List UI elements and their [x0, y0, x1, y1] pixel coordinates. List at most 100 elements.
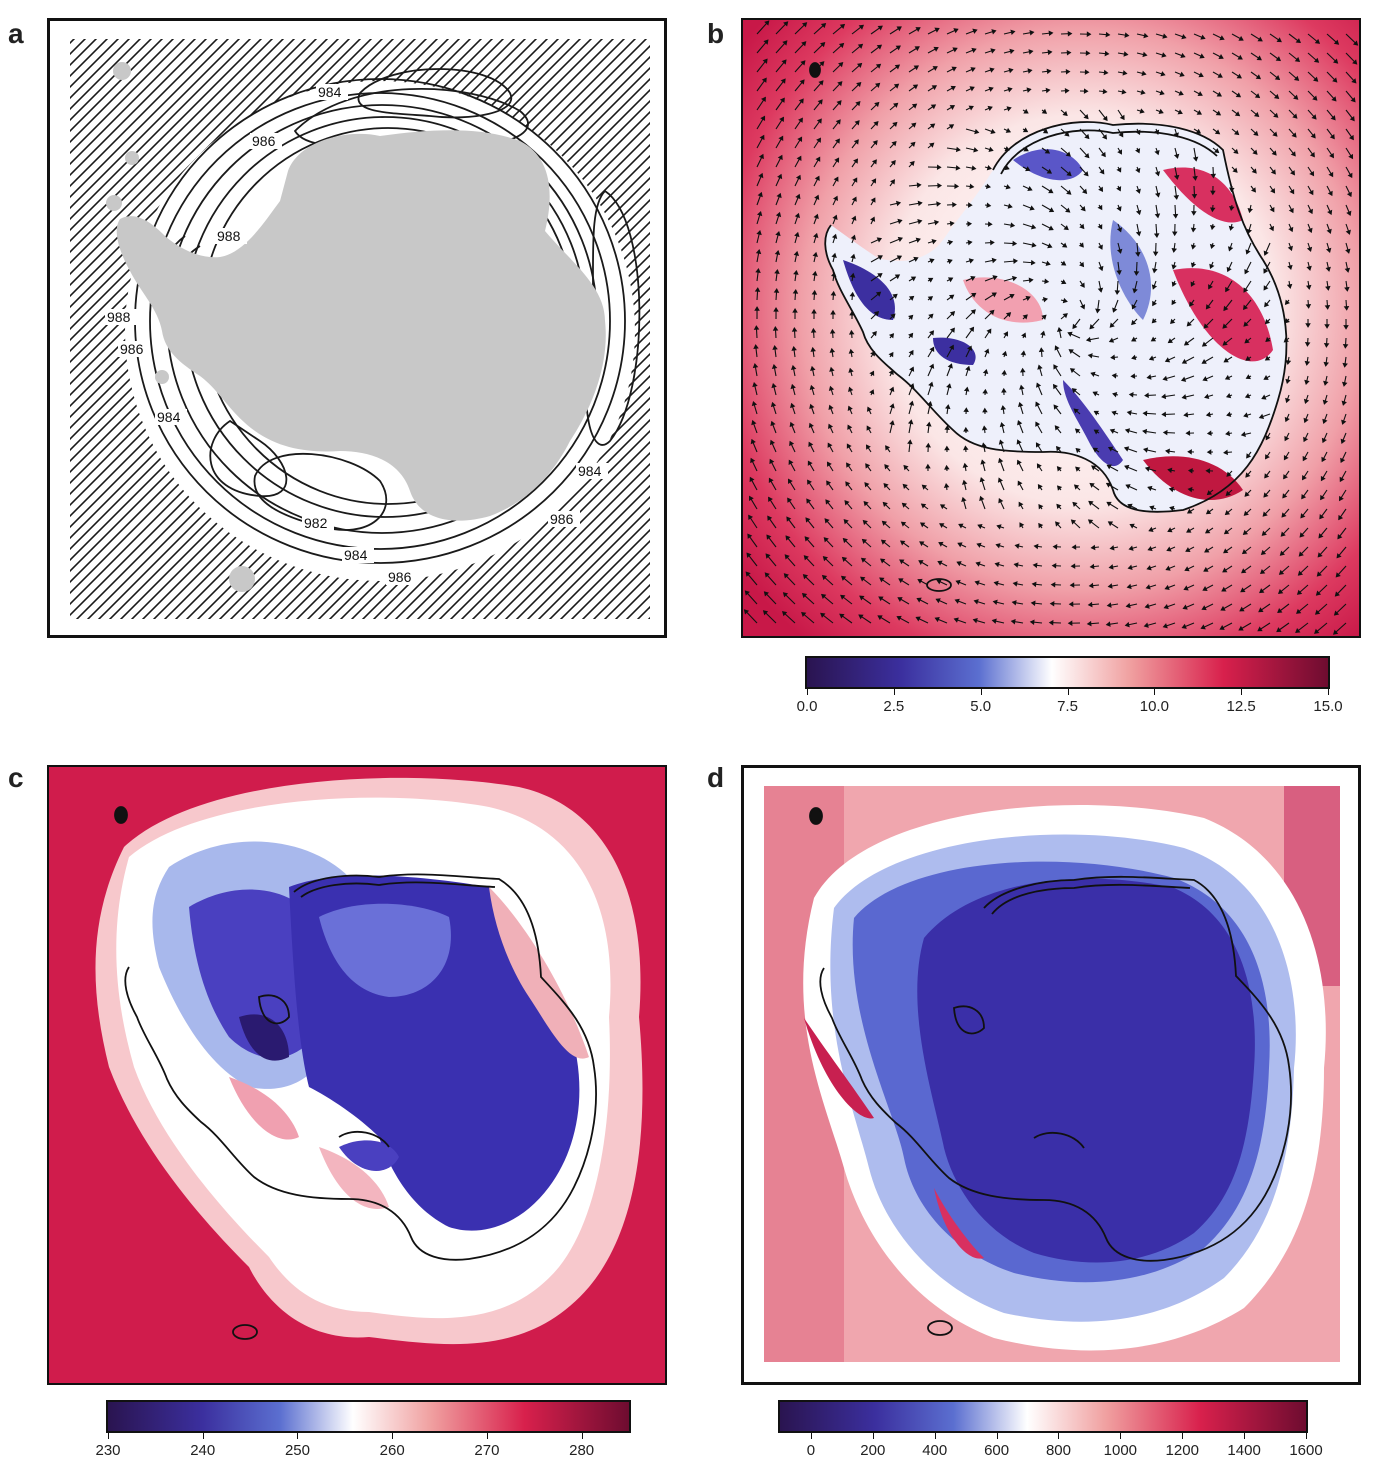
- wind-vector-head: [1263, 268, 1269, 274]
- wind-vector-head: [752, 382, 758, 388]
- wind-vector-head: [963, 445, 969, 451]
- wind-vectors: [743, 20, 1359, 635]
- wind-vector-head: [1185, 547, 1191, 552]
- wind-vector-head: [814, 175, 820, 181]
- wind-vector-head: [1304, 342, 1311, 347]
- wind-vector-head: [914, 46, 920, 52]
- wind-vector-head: [1321, 456, 1327, 463]
- wind-vector-head: [1307, 208, 1313, 215]
- wind-vector-head: [1112, 307, 1118, 313]
- wind-vector-head: [808, 441, 814, 447]
- wind-vector-head: [907, 419, 914, 425]
- wind-vector-head: [1031, 581, 1037, 588]
- wind-vector-head: [1263, 250, 1269, 256]
- wind-vector-head: [1093, 429, 1100, 435]
- wind-vector-head: [1018, 401, 1024, 408]
- wind-vector-head: [1341, 419, 1347, 425]
- colorbar-tick-mark: [1244, 1433, 1246, 1439]
- contour-label: 984: [318, 84, 342, 100]
- wind-vector-head: [826, 480, 832, 486]
- colorbar-tick-label: 260: [379, 1442, 405, 1459]
- wind-vector-head: [1161, 52, 1167, 58]
- wind-vector-head: [1129, 523, 1135, 529]
- wind-vector-head: [1348, 153, 1354, 160]
- wind-vector-head: [1053, 364, 1059, 370]
- wind-vector-head: [1323, 343, 1330, 348]
- contour-line: [471, 440, 650, 619]
- wind-vector-head: [1128, 391, 1134, 398]
- wind-vector-head: [988, 86, 994, 92]
- wind-vector-head: [1225, 490, 1231, 496]
- wind-vector-head: [1041, 108, 1048, 114]
- wind-vector-head: [896, 615, 902, 621]
- wind-vector-head: [1345, 229, 1351, 235]
- wind-vector-head: [1008, 67, 1014, 74]
- wind-vector-head: [1181, 33, 1187, 40]
- wind-vector-head: [875, 291, 882, 297]
- wind-vector-head: [1333, 610, 1340, 616]
- wind-vector-head: [908, 314, 914, 320]
- wind-vector-head: [866, 406, 872, 412]
- wind-vector-head: [856, 81, 862, 88]
- wind-vector-head: [782, 592, 789, 598]
- wind-vector-head: [805, 517, 811, 523]
- wind-vector-head: [965, 365, 971, 372]
- wind-vector-head: [974, 580, 980, 586]
- wind-vector-head: [800, 60, 806, 66]
- wind-vector-head: [926, 421, 932, 427]
- wind-vector-head: [1313, 57, 1320, 63]
- wind-vector-head: [863, 501, 869, 507]
- coastline: [809, 807, 1292, 1336]
- wind-vector-head: [1092, 391, 1098, 397]
- wind-vector-head: [755, 249, 762, 255]
- wind-vector-head: [979, 477, 985, 483]
- wind-vector-head: [1244, 491, 1250, 497]
- wind-vector-head: [1048, 188, 1054, 194]
- wind-vector-head: [1071, 388, 1078, 394]
- wind-vector-head: [1336, 553, 1342, 559]
- wind-vector-head: [1124, 621, 1130, 628]
- wind-vector-head: [1001, 350, 1008, 357]
- wind-vector-head: [1201, 605, 1207, 611]
- wind-vector-head: [849, 272, 856, 278]
- wind-vector-head: [894, 274, 901, 280]
- wind-vector-head: [1245, 472, 1251, 478]
- wind-vector-head: [1170, 318, 1176, 325]
- wind-vector-head: [1073, 484, 1080, 490]
- wind-vector-head: [1269, 225, 1275, 232]
- wind-vector-head: [844, 500, 850, 506]
- wind-vector-head: [1013, 258, 1018, 264]
- wind-vector-head: [1106, 501, 1112, 507]
- wind-vector-head: [760, 115, 766, 122]
- wind-vector-head: [948, 124, 955, 130]
- wind-vector-head: [786, 516, 792, 522]
- wind-vector-head: [1333, 39, 1340, 45]
- wind-vector-head: [1246, 453, 1252, 459]
- wind-vector-head: [1028, 49, 1034, 55]
- wind-vector-head: [1219, 35, 1225, 41]
- colorbar-tick-label: 280: [569, 1442, 595, 1459]
- wind-vector-head: [852, 177, 858, 183]
- wind-vector-head: [1061, 279, 1067, 285]
- wind-vector-head: [1303, 417, 1309, 424]
- wind-vector-head: [1171, 247, 1178, 253]
- wind-vector-head: [790, 364, 797, 370]
- wind-vector-head: [935, 598, 941, 604]
- wind-vector-head: [1288, 207, 1294, 214]
- colorbar-tick-label: 1400: [1227, 1442, 1261, 1459]
- wind-vector-head: [750, 438, 756, 445]
- wind-vector-head: [1238, 35, 1244, 41]
- colorbar-tick-label: 2.5: [883, 698, 905, 715]
- contour-line: [559, 528, 650, 619]
- wind-vector-head: [1241, 549, 1248, 555]
- wind-vector-head: [888, 369, 894, 376]
- wind-vector-head: [862, 519, 868, 526]
- wind-vector-head: [1245, 374, 1251, 380]
- wind-vector-head: [1108, 564, 1114, 570]
- wind-vector-head: [1032, 562, 1038, 569]
- wind-vector-head: [1243, 412, 1249, 418]
- wind-vector-head: [756, 210, 763, 217]
- wind-vector-head: [1163, 603, 1169, 610]
- wind-vector-head: [1146, 565, 1152, 571]
- wind-vector-head: [743, 609, 750, 615]
